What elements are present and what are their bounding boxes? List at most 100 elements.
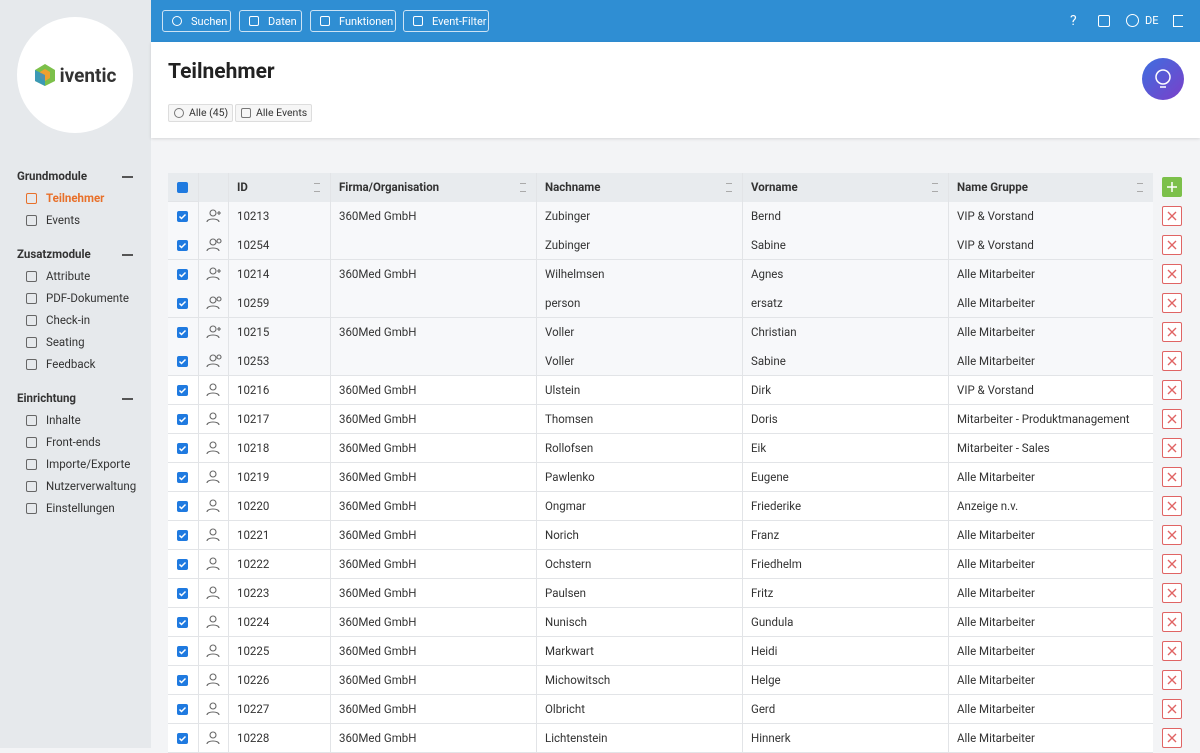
row-checkbox[interactable] [177,675,188,686]
row-checkbox[interactable] [177,298,188,309]
table-row[interactable]: 10225 360Med GmbH Markwart Heidi Alle Mitarb… [168,637,1153,666]
nav-item[interactable]: Importe/Exporte [46,457,131,471]
delete-button[interactable] [1162,467,1182,487]
toolbar-button[interactable]: Suchen [162,10,231,32]
row-checkbox[interactable] [177,269,188,280]
table-row[interactable]: 10222 360Med GmbH Ochstern Friedhelm Alle Mi… [168,550,1153,579]
row-checkbox[interactable] [177,646,188,657]
table-cell: 360Med GmbH [330,550,536,579]
nav-item[interactable]: Inhalte [46,413,81,427]
toolbar-button[interactable]: Daten [239,10,302,32]
nav-icon [26,215,37,226]
nav-item[interactable]: Einstellungen [46,501,115,515]
filter-chip[interactable]: Alle (45) [168,104,234,122]
delete-button[interactable] [1162,380,1182,400]
delete-button[interactable] [1162,728,1182,748]
nav-item[interactable]: Nutzerverwaltung [46,479,137,493]
table-cell: 360Med GmbH [330,521,536,550]
table-row[interactable]: 10228 360Med GmbH Lichtenstein Hinnerk Alle … [168,724,1153,753]
nav-item[interactable]: Teilnehmer [46,191,105,205]
delete-button[interactable] [1162,322,1182,342]
delete-button[interactable] [1162,264,1182,284]
table-row[interactable]: 10223 360Med GmbH Paulsen Fritz Alle Mitarbe… [168,579,1153,608]
filter-chip[interactable]: Alle Events [235,104,313,122]
table-row[interactable]: 10215 360Med GmbH Voller Christian Alle Mita… [168,318,1153,347]
table-row[interactable]: 10221 360Med GmbH Norich Franz Alle Mitarbei… [168,521,1153,550]
row-checkbox[interactable] [177,559,188,570]
delete-button[interactable] [1162,612,1182,632]
row-checkbox[interactable] [177,530,188,541]
nav-item[interactable]: Attribute [46,269,91,283]
table-row[interactable]: 10259 person ersatz Alle Mitarbeiter [168,289,1153,318]
table-cell: Alle Mitarbeiter [948,521,1153,550]
toolbar-button[interactable]: Funktionen [310,10,396,32]
select-all-checkbox[interactable] [177,182,188,193]
row-checkbox[interactable] [177,385,188,396]
row-checkbox[interactable] [177,733,188,744]
row-checkbox[interactable] [177,501,188,512]
check-icon [178,387,187,394]
table-row[interactable]: 10219 360Med GmbH Pawlenko Eugene Alle Mitar… [168,463,1153,492]
row-checkbox[interactable] [177,240,188,251]
column-header[interactable]: Nachname [536,173,742,202]
column-header[interactable]: Vorname [742,173,948,202]
table-row[interactable]: 10224 360Med GmbH Nunisch Gundula Alle Mitar… [168,608,1153,637]
column-header[interactable]: Name Gruppe [948,173,1153,202]
delete-button[interactable] [1162,351,1182,371]
table-row[interactable]: 10216 360Med GmbH Ulstein Dirk VIP & Vorstan… [168,376,1153,405]
nav-item[interactable]: Seating [46,335,85,349]
add-button[interactable] [1162,177,1182,197]
delete-button[interactable] [1162,496,1182,516]
row-checkbox[interactable] [177,327,188,338]
delete-button[interactable] [1162,670,1182,690]
row-checkbox[interactable] [177,617,188,628]
table-row[interactable]: 10213 360Med GmbH Zubinger Bernd VIP & Vorst… [168,202,1153,231]
logout-button[interactable] [1173,15,1183,27]
table-row[interactable]: 10254 Zubinger Sabine VIP & Vorstand [168,231,1153,260]
collapse-icon[interactable] [122,176,133,178]
help-bulb[interactable] [1142,58,1184,100]
row-checkbox[interactable] [177,443,188,454]
delete-button[interactable] [1162,206,1182,226]
delete-button[interactable] [1162,699,1182,719]
delete-button[interactable] [1162,525,1182,545]
row-checkbox[interactable] [177,356,188,367]
nav-item[interactable]: PDF-Dokumente [46,291,130,305]
table-row[interactable]: 10253 Voller Sabine Alle Mitarbeiter [168,347,1153,376]
fullscreen-button[interactable] [1098,15,1110,27]
nav-item[interactable]: Front-ends [46,435,101,449]
toolbar-button[interactable]: Event-Filter [403,10,489,32]
delete-button[interactable] [1162,293,1182,313]
nav-item[interactable]: Feedback [46,357,96,371]
table-row[interactable]: 10227 360Med GmbH Olbricht Gerd Alle Mitarbe… [168,695,1153,724]
row-checkbox[interactable] [177,414,188,425]
table-row[interactable]: 10214 360Med GmbH Wilhelmsen Agnes Alle Mita… [168,260,1153,289]
column-header[interactable]: ID [228,173,330,202]
table-cell: person [536,289,742,318]
language-button[interactable]: DE [1145,14,1159,27]
help-button[interactable]: ? [1070,13,1077,29]
table-row[interactable]: 10217 360Med GmbH Thomsen Doris Mitarbeiter … [168,405,1153,434]
logo[interactable]: iventic [17,17,133,133]
row-type-icon [198,376,228,405]
delete-button[interactable] [1162,235,1182,255]
nav-item[interactable]: Check-in [46,313,91,327]
delete-button[interactable] [1162,554,1182,574]
collapse-icon[interactable] [122,254,133,256]
table-row[interactable]: 10226 360Med GmbH Michowitsch Helge Alle Mit… [168,666,1153,695]
nav-item[interactable]: Events [46,213,81,227]
row-checkbox[interactable] [177,588,188,599]
delete-button[interactable] [1162,438,1182,458]
row-checkbox[interactable] [177,211,188,222]
delete-button[interactable] [1162,583,1182,603]
table-row[interactable]: 10218 360Med GmbH Rollofsen Eik Mitarbeiter … [168,434,1153,463]
table-cell [330,347,536,376]
table-cell: Alle Mitarbeiter [948,637,1153,666]
delete-button[interactable] [1162,641,1182,661]
table-row[interactable]: 10220 360Med GmbH Ongmar Friederike Anzeige … [168,492,1153,521]
column-header[interactable]: Firma/Organisation [330,173,536,202]
collapse-icon[interactable] [122,398,133,400]
row-checkbox[interactable] [177,704,188,715]
delete-button[interactable] [1162,409,1182,429]
row-checkbox[interactable] [177,472,188,483]
